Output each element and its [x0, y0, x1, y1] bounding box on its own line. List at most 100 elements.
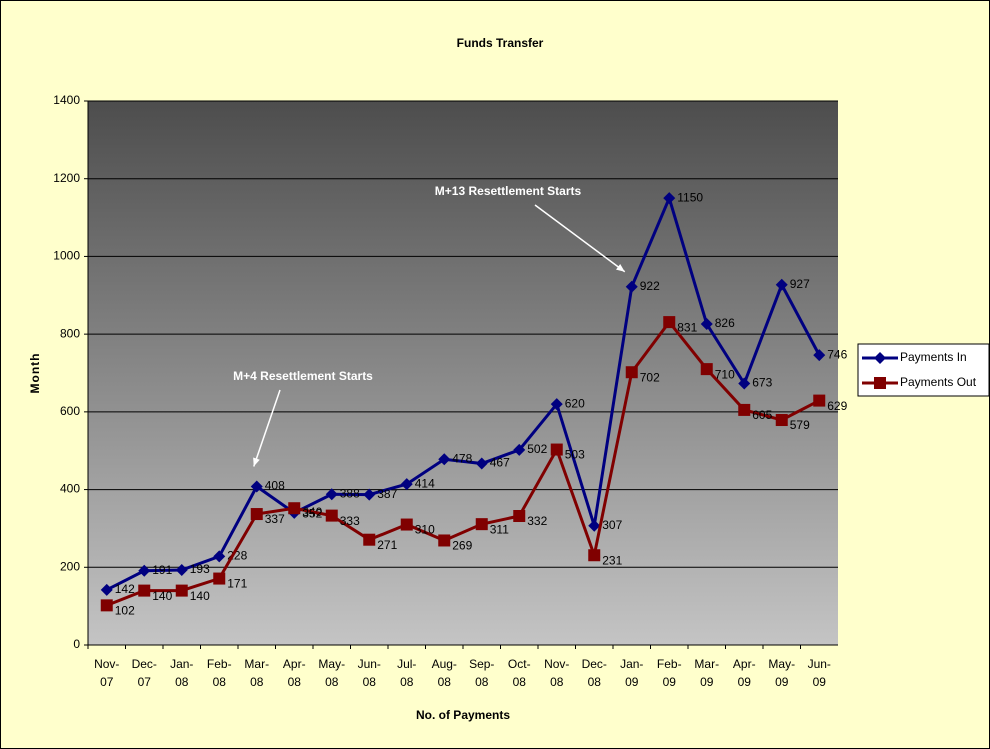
data-point: [663, 316, 676, 329]
data-point: [663, 192, 676, 205]
data-label: 191: [152, 563, 172, 577]
data-label: 140: [190, 589, 210, 603]
data-point: [250, 480, 263, 493]
data-label: 414: [415, 476, 435, 490]
x-tick-label: Apr-09: [733, 657, 756, 689]
y-tick-label: 800: [60, 326, 80, 340]
data-label: 502: [527, 442, 547, 456]
y-tick-label: 200: [60, 559, 80, 573]
data-label: 831: [677, 320, 697, 334]
data-point: [738, 377, 751, 390]
data-label: 269: [452, 539, 472, 553]
data-label: 171: [227, 577, 247, 591]
data-label: 388: [340, 486, 360, 500]
x-tick-label: Mar-09: [694, 657, 719, 689]
data-point: [625, 366, 638, 379]
data-point: [588, 549, 601, 562]
x-tick-label: Apr-08: [283, 657, 306, 689]
data-label: 922: [640, 279, 660, 293]
data-point: [775, 414, 788, 427]
y-tick-label: 600: [60, 404, 80, 418]
data-label: 333: [340, 514, 360, 528]
data-label: 579: [790, 418, 810, 432]
data-label: 605: [752, 408, 772, 422]
legend-marker: [874, 377, 886, 389]
y-axis-title: Month: [28, 353, 42, 394]
data-label: 620: [565, 396, 585, 410]
annotation: M+13 Resettlement Starts: [435, 184, 582, 198]
data-label: 332: [527, 514, 547, 528]
annotation-arrow: [534, 204, 626, 273]
data-point: [700, 363, 713, 376]
x-tick-label: Feb-09: [657, 657, 682, 689]
x-tick-label: Jun-08: [358, 657, 381, 689]
data-point: [700, 318, 713, 331]
series-line: [106, 319, 820, 607]
y-tick-label: 1400: [53, 93, 80, 107]
data-point: [513, 509, 526, 522]
data-label: 387: [377, 487, 397, 501]
data-label: 826: [715, 316, 735, 330]
data-label: 102: [115, 604, 135, 618]
x-tick-label: Aug-08: [432, 657, 457, 689]
x-tick-label: Dec-08: [582, 657, 607, 689]
data-label: 337: [265, 512, 285, 526]
data-label: 142: [115, 582, 135, 596]
annotation-arrowhead: [616, 263, 625, 272]
data-label: 310: [415, 523, 435, 537]
data-point: [250, 508, 263, 521]
x-tick-label: Sep-08: [469, 657, 494, 689]
x-tick-label: May-09: [768, 657, 795, 689]
data-point: [175, 564, 188, 577]
series-line: [106, 193, 821, 592]
data-point: [100, 583, 113, 596]
data-point: [213, 550, 226, 563]
data-label: 311: [490, 522, 509, 536]
data-point: [550, 443, 563, 456]
data-label: 478: [452, 451, 472, 465]
data-point: [513, 443, 526, 456]
x-tick-label: May-08: [318, 657, 345, 689]
x-tick-label: Jun-09: [808, 657, 831, 689]
data-label: 228: [227, 549, 247, 563]
data-point: [588, 519, 601, 532]
x-tick-label: Jan-08: [170, 657, 193, 689]
data-label: 503: [565, 448, 585, 462]
data-point: [475, 457, 488, 470]
legend-label: Payments Out: [900, 375, 977, 389]
data-label: 352: [302, 506, 322, 520]
data-point: [438, 453, 451, 466]
data-point: [400, 518, 413, 531]
data-label: 193: [190, 562, 210, 576]
data-point: [363, 533, 376, 546]
x-tick-label: Nov-07: [94, 657, 119, 689]
legend-label: Payments In: [900, 350, 967, 364]
data-point: [175, 584, 188, 597]
data-label: 140: [152, 589, 172, 603]
x-tick-label: Mar-08: [244, 657, 269, 689]
annotation-arrow: [253, 389, 281, 467]
chart-title: Funds Transfer: [457, 36, 544, 50]
y-tick-label: 1200: [53, 171, 80, 185]
x-tick-label: Feb-08: [207, 657, 232, 689]
data-label: 467: [490, 456, 510, 470]
data-point: [100, 599, 113, 612]
x-tick-label: Dec-07: [132, 657, 157, 689]
x-axis-title: No. of Payments: [416, 708, 510, 722]
data-label: 746: [827, 347, 847, 361]
y-tick-label: 0: [73, 637, 80, 651]
data-point: [138, 584, 151, 597]
data-point: [475, 518, 488, 531]
x-tick-label: Jul-08: [397, 657, 416, 689]
data-point: [138, 564, 151, 577]
data-point: [625, 280, 638, 293]
data-label: 927: [790, 277, 810, 291]
data-point: [288, 502, 301, 515]
y-tick-label: 1000: [53, 249, 80, 263]
data-label: 271: [377, 538, 397, 552]
data-label: 702: [640, 370, 660, 384]
data-point: [813, 394, 826, 407]
data-point: [438, 534, 451, 547]
data-point: [325, 509, 338, 522]
